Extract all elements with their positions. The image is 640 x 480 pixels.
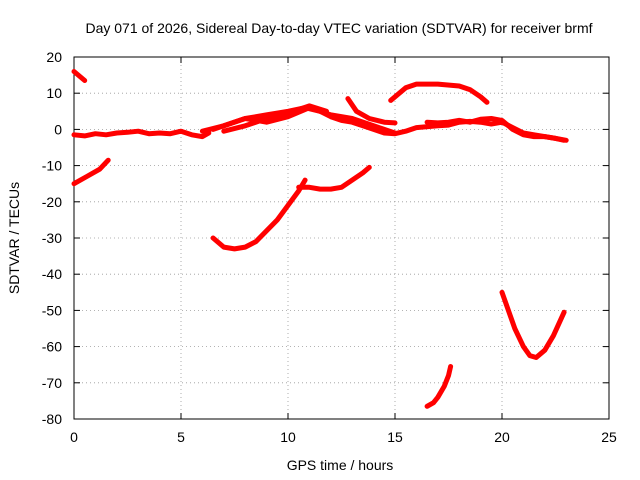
y-tick-label: -30 [42,230,62,246]
y-tick-label: -60 [42,339,62,355]
data-series [71,69,569,409]
y-tick-label: -40 [42,266,62,282]
x-tick-label: 15 [387,429,403,445]
y-tick-label: 20 [46,49,62,65]
series-segment-3 [71,128,212,140]
x-tick-label: 5 [177,429,185,445]
x-tick-label: 0 [70,429,78,445]
y-tick-label: -20 [42,194,62,210]
series-segment-10 [210,177,308,252]
series-segment-13 [499,289,567,360]
series-segment-1 [71,69,88,83]
x-tick-label: 25 [601,429,617,445]
x-tick-label: 10 [280,429,296,445]
y-tick-label: 0 [54,121,62,137]
y-tick-label: -70 [42,375,62,391]
y-axis-label: SDTVAR / TECUs [6,182,22,294]
x-axis-label: GPS time / hours [287,457,394,473]
grid [74,57,609,419]
series-segment-7 [424,116,569,143]
y-tick-label: -50 [42,302,62,318]
series-segment-6 [221,103,329,134]
series-segment-8 [345,96,398,126]
y-tick-label: -10 [42,158,62,174]
series-segment-9 [388,81,490,105]
y-tick-label: -80 [42,411,62,427]
y-tick-label: 10 [46,85,62,101]
x-tick-label: 20 [494,429,510,445]
series-segment-12 [424,364,454,409]
series-segment-2 [71,157,111,187]
chart-title: Day 071 of 2026, Sidereal Day-to-day VTE… [85,20,592,36]
series-segment-11 [296,164,372,192]
axis-ticks: 0 5 10 15 20 25 20 10 0 -10 -20 -30 -40 -50 -60 -70 -80 [42,49,617,445]
